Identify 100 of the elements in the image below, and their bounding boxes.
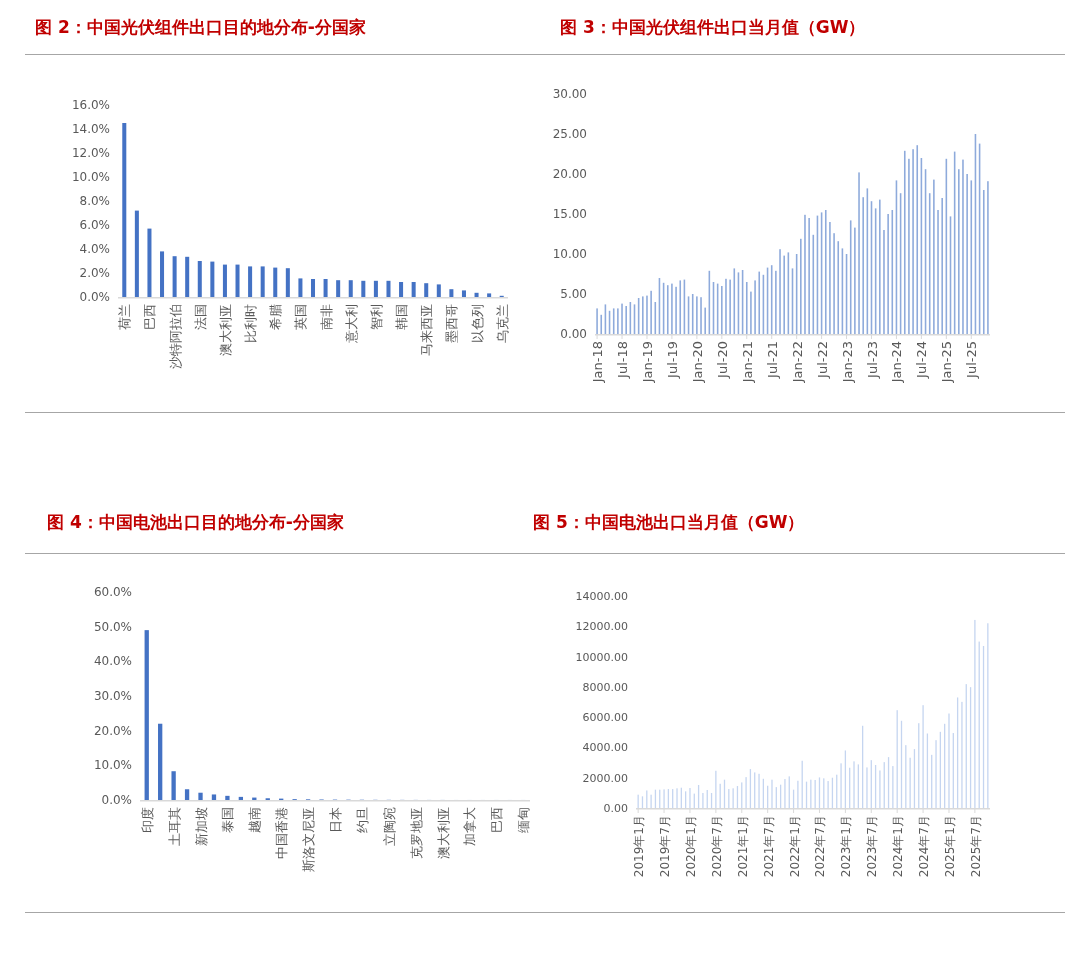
- y-tick-label: 14.0%: [71, 122, 110, 136]
- bar: [424, 283, 429, 297]
- chart-title: 图 2：中国光伏组件出口目的地分布-分国家: [35, 16, 366, 39]
- x-tick-label: 英国: [293, 304, 309, 330]
- x-tick-label: Jan-18: [590, 341, 606, 384]
- y-tick-label: 20.00: [552, 167, 587, 181]
- bar: [210, 261, 215, 297]
- y-tick-label: 40.0%: [93, 654, 132, 669]
- bar: [487, 293, 492, 297]
- x-tick-label: 缅甸: [516, 807, 532, 833]
- bar: [158, 723, 163, 800]
- x-tick-label: 2025年7月: [968, 815, 983, 878]
- x-tick-label: 日本: [328, 807, 343, 833]
- x-tick-label: 2022年1月: [787, 815, 802, 878]
- x-tick-label: 泰国: [220, 807, 236, 833]
- x-tick-label: Jul-19: [664, 341, 680, 379]
- x-tick-label: 2020年1月: [683, 815, 698, 878]
- x-tick-label: 加拿大: [462, 807, 478, 846]
- x-tick-label: 土耳其: [166, 807, 182, 846]
- y-tick-label: 0.0%: [79, 290, 110, 304]
- bar: [273, 267, 278, 297]
- x-tick-label: 中国香港: [274, 807, 290, 859]
- bar: [225, 795, 230, 800]
- bar: [160, 251, 165, 297]
- x-tick-label: 越南: [247, 807, 263, 833]
- bar: [184, 789, 190, 800]
- bar: [122, 123, 127, 297]
- x-tick-label: 2023年7月: [865, 815, 880, 878]
- bar: [172, 256, 177, 297]
- bar: [461, 290, 466, 297]
- x-tick-label: 2021年7月: [761, 815, 776, 878]
- x-tick-label: 荷兰: [117, 304, 133, 330]
- y-tick-label: 10.0%: [93, 758, 132, 773]
- y-tick-label: 6000.00: [582, 711, 628, 725]
- bar: [198, 792, 203, 800]
- bar: [260, 266, 265, 297]
- bar: [436, 284, 441, 297]
- x-tick-label: Jul-22: [814, 341, 830, 379]
- x-tick-label: Jul-24: [914, 341, 930, 379]
- x-tick-label: Jan-19: [639, 341, 655, 384]
- x-tick-label: Jan-25: [939, 341, 955, 384]
- y-tick-label: 15.00: [552, 207, 587, 221]
- x-tick-label: 2023年1月: [839, 815, 854, 878]
- x-tick-label: 墨西哥: [444, 304, 460, 343]
- x-tick-label: 2021年1月: [735, 815, 750, 878]
- bar: [386, 280, 391, 297]
- x-tick-label: 乌克兰: [494, 304, 510, 343]
- x-tick-label: 立陶宛: [381, 807, 397, 846]
- x-tick-label: 沙特阿拉伯: [167, 304, 183, 369]
- chart-title: 图 5：中国电池出口当月值（GW）: [533, 511, 805, 534]
- x-tick-label: 意大利: [343, 304, 359, 344]
- x-tick-label: Jan-22: [789, 341, 805, 384]
- y-tick-label: 16.0%: [71, 98, 110, 112]
- y-tick-label: 14000.00: [575, 590, 628, 603]
- y-tick-label: 0.00: [560, 327, 587, 341]
- y-tick-label: 12.0%: [71, 146, 110, 160]
- chart-title: 图 3：中国光伏组件出口当月值（GW）: [560, 16, 866, 39]
- y-tick-label: 4.0%: [79, 242, 110, 256]
- y-tick-label: 8.0%: [79, 194, 110, 208]
- x-tick-label: Jan-20: [689, 341, 705, 384]
- bar: [474, 292, 479, 297]
- y-tick-label: 10.0%: [71, 170, 110, 184]
- bar: [134, 210, 139, 297]
- x-tick-label: 南非: [318, 304, 334, 330]
- y-tick-label: 6.0%: [79, 218, 110, 232]
- y-tick-label: 0.00: [603, 802, 628, 815]
- bar: [310, 279, 316, 297]
- x-tick-label: Jan-24: [889, 341, 905, 384]
- x-tick-label: 马来西亚: [419, 304, 435, 356]
- bar: [144, 630, 149, 800]
- y-tick-label: 4000.00: [582, 741, 628, 755]
- y-tick-label: 8000.00: [582, 680, 628, 694]
- bar: [411, 282, 416, 297]
- y-tick-label: 25.00: [552, 127, 587, 141]
- x-tick-label: Jul-21: [764, 341, 780, 379]
- x-tick-label: 新加坡: [193, 807, 209, 846]
- bar: [336, 280, 341, 297]
- bar: [323, 279, 328, 297]
- y-tick-label: 2000.00: [582, 771, 628, 785]
- bar: [197, 261, 202, 297]
- x-tick-label: 以色列: [469, 304, 485, 343]
- y-tick-label: 60.0%: [93, 585, 132, 599]
- bar: [298, 278, 303, 297]
- y-tick-label: 0.0%: [101, 793, 132, 807]
- x-tick-label: 2020年7月: [709, 815, 724, 878]
- y-tick-label: 20.0%: [93, 723, 132, 738]
- x-tick-label: 印度: [139, 807, 155, 833]
- y-tick-label: 10000.00: [575, 650, 628, 664]
- y-tick-label: 30.00: [552, 87, 587, 101]
- bar: [285, 268, 290, 297]
- x-tick-label: 2024年7月: [917, 815, 932, 878]
- y-tick-label: 10.00: [552, 247, 587, 261]
- y-tick-label: 2.0%: [79, 266, 110, 280]
- x-tick-label: Jul-18: [615, 341, 631, 379]
- x-tick-label: 2022年7月: [813, 815, 828, 878]
- x-tick-label: 2019年1月: [632, 815, 647, 878]
- bar: [248, 266, 253, 297]
- chart-title: 图 4：中国电池出口目的地分布-分国家: [47, 511, 344, 534]
- x-tick-label: 巴西: [142, 304, 158, 330]
- bar: [373, 280, 378, 297]
